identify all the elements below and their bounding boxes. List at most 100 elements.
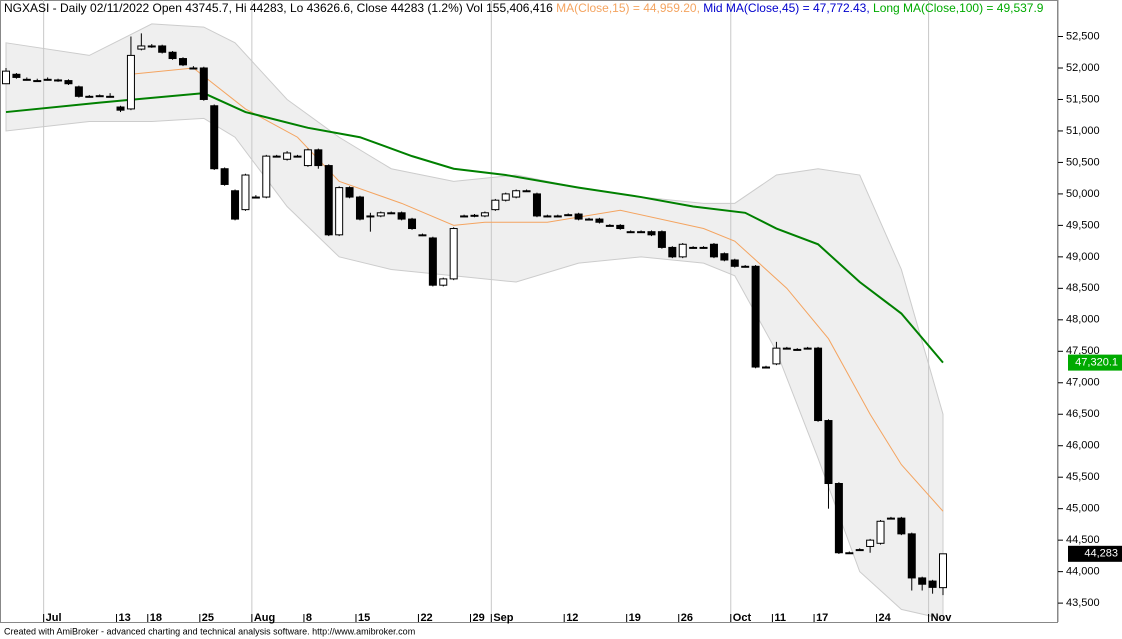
candle-body xyxy=(335,187,344,236)
candle-body xyxy=(33,80,42,83)
y-tick-label: 43,500 xyxy=(1066,597,1100,609)
moving-average-line xyxy=(130,67,944,512)
y-tick-label: 44,500 xyxy=(1066,534,1100,546)
candle-body xyxy=(522,190,531,193)
candle-body xyxy=(314,149,323,167)
candle-body xyxy=(918,577,927,585)
x-tick-label: 22 xyxy=(420,612,432,624)
last-value-box xyxy=(1068,545,1122,562)
y-tick-label: 47,000 xyxy=(1066,377,1100,389)
y-tick-label: 50,000 xyxy=(1066,188,1100,200)
candle-body xyxy=(137,45,146,50)
candle-body xyxy=(64,80,73,85)
header-segment: Mid MA(Close,45) = 47,772.43, xyxy=(703,1,873,15)
candle-body xyxy=(449,228,458,280)
candle-body xyxy=(345,187,354,198)
candle-body xyxy=(637,231,646,234)
candle-body xyxy=(126,54,135,110)
candle-body xyxy=(43,78,52,81)
candle-body xyxy=(762,366,771,369)
x-tick-label: Nov xyxy=(931,612,953,624)
candle-body xyxy=(95,95,104,98)
candle-body xyxy=(585,218,594,221)
candle-body xyxy=(460,215,469,218)
candle-body xyxy=(241,174,250,211)
candle-body xyxy=(147,45,156,48)
y-tick-label: 46,500 xyxy=(1066,408,1100,420)
header-segment: Long MA(Close,100) = 49,537.9 xyxy=(873,1,1044,15)
candle-body xyxy=(220,168,229,185)
y-tick-label: 49,500 xyxy=(1066,219,1100,231)
candle-body xyxy=(939,553,947,589)
candle-body xyxy=(231,190,240,220)
x-tick-label: 17 xyxy=(816,612,828,624)
y-tick-label: 47,500 xyxy=(1066,345,1100,357)
candle-body xyxy=(668,246,677,258)
candle-body xyxy=(720,253,729,261)
candle-body xyxy=(657,231,666,248)
candle-body xyxy=(74,86,83,97)
x-tick-label: 26 xyxy=(681,612,693,624)
candle-body xyxy=(678,243,687,258)
candle-body xyxy=(886,517,895,520)
x-tick-label: Aug xyxy=(254,612,275,624)
bollinger-band xyxy=(5,23,944,620)
y-tick-label: 51,000 xyxy=(1066,125,1100,137)
x-tick-label: Jul xyxy=(46,612,62,624)
candle-body xyxy=(647,231,656,236)
candle-body xyxy=(907,533,916,579)
candle-body xyxy=(376,212,385,217)
header-segment: NGXASI - Daily 02/11/2022 Open 43745.7, … xyxy=(4,1,556,15)
x-tick-label: Sep xyxy=(493,612,513,624)
candle-body xyxy=(793,348,802,351)
candle-body xyxy=(428,237,437,286)
candle-body xyxy=(574,213,583,220)
chart-header: NGXASI - Daily 02/11/2022 Open 43745.7, … xyxy=(4,1,1044,15)
candle-body xyxy=(283,152,292,160)
header-segment: MA(Close,15) = 44,959.20, xyxy=(556,1,703,15)
candle-body xyxy=(168,51,177,60)
candle-body xyxy=(54,79,63,82)
candle-body xyxy=(866,539,875,547)
candle-body xyxy=(293,155,302,158)
axis-panel xyxy=(1058,0,1122,639)
candle-body xyxy=(897,517,906,535)
candle-body xyxy=(418,234,427,237)
candle-body xyxy=(324,165,333,236)
candle-body xyxy=(616,224,625,230)
candle-body xyxy=(803,347,812,350)
x-tick-label: 19 xyxy=(629,612,641,624)
y-tick-label: 49,000 xyxy=(1066,251,1100,263)
candle-body xyxy=(814,347,823,422)
y-tick-label: 45,500 xyxy=(1066,471,1100,483)
x-tick-label: 12 xyxy=(566,612,578,624)
x-tick-label: 8 xyxy=(306,612,312,624)
candle-body xyxy=(199,67,208,100)
candle-body xyxy=(845,552,854,555)
candle-body xyxy=(855,549,864,552)
candle-body xyxy=(626,231,635,234)
candle-body xyxy=(689,246,698,249)
candle-body xyxy=(439,278,448,286)
y-tick-label: 51,500 xyxy=(1066,93,1100,105)
x-tick-label: Oct xyxy=(733,612,752,624)
candle-body xyxy=(272,155,281,158)
candle-body xyxy=(116,106,125,111)
candle-body xyxy=(470,214,479,217)
candle-body xyxy=(2,70,10,85)
candle-body xyxy=(553,215,562,218)
y-tick-label: 52,000 xyxy=(1066,62,1100,74)
candle-body xyxy=(480,212,489,217)
candle-body xyxy=(22,78,31,81)
y-tick-label: 45,000 xyxy=(1066,503,1100,515)
candle-body xyxy=(106,95,115,98)
candle-body xyxy=(543,215,552,218)
last-value-label: 47,320.1 xyxy=(1075,357,1118,369)
candle-body xyxy=(512,190,521,198)
candle-body xyxy=(408,218,417,230)
y-tick-label: 52,500 xyxy=(1066,30,1100,42)
candle-body xyxy=(366,215,375,218)
candle-body xyxy=(12,73,21,78)
